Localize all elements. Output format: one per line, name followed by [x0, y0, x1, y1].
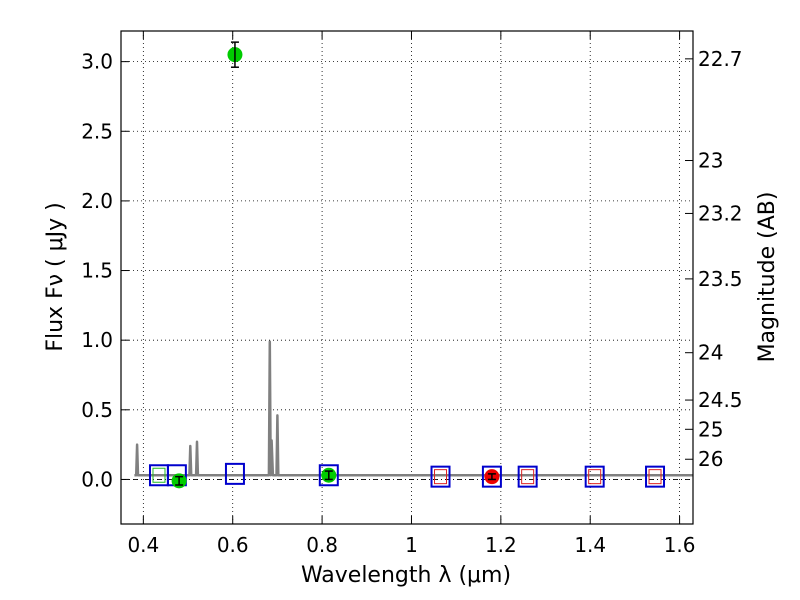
magnitude-tick-label: 24.5 [698, 388, 743, 412]
model-flux-square [481, 465, 502, 488]
magnitude-tick-label: 25 [698, 417, 723, 441]
x-tick-label: 1.6 [664, 533, 696, 557]
model-flux-square [517, 465, 538, 488]
spectrum-layer [121, 340, 693, 480]
y-tick-label: 1.0 [81, 328, 113, 352]
y-tick-label: 1.5 [81, 259, 113, 283]
bandpass-inner-square [152, 467, 166, 483]
tick-layer: 0.4 0.6 0.8 1 1.2 1.4 1.6 0.0 0.5 1.0 1.5 2.0 2.5 3.0… [81, 31, 743, 557]
magnitude-tick-label: 23.2 [698, 201, 743, 225]
template-spectrum-line [134, 340, 693, 477]
right-axis-title: Magnitude (AB) [755, 192, 780, 363]
bandpass-inner-square [521, 469, 535, 485]
magnitude-tick-label: 24 [698, 341, 723, 365]
y-tick-label: 3.0 [81, 50, 113, 74]
plot-frame [120, 30, 694, 525]
y-tick-label: 2.5 [81, 119, 113, 143]
bandpass-inner-square [588, 469, 602, 485]
y-axis-title: Flux Fν ( μJy ) [43, 202, 68, 351]
x-tick-label: 1.4 [574, 533, 606, 557]
x-axis-title: Wavelength λ (μm) [301, 563, 511, 588]
magnitude-tick-label: 23.5 [698, 267, 743, 291]
magnitude-tick-label: 22.7 [698, 47, 743, 71]
y-tick-label: 0.5 [81, 398, 113, 422]
x-tick-label: 1 [405, 533, 418, 557]
y-tick-label: 2.0 [81, 189, 113, 213]
model-flux-square [584, 465, 605, 488]
x-tick-label: 0.4 [127, 533, 159, 557]
bandpass-inner-square [648, 469, 662, 485]
model-flux-square [430, 465, 451, 488]
bandpass-inner-square [434, 469, 448, 485]
x-tick-label: 0.8 [306, 533, 338, 557]
model-flux-square [645, 465, 666, 488]
x-tick-label: 0.6 [217, 533, 249, 557]
model-flux-square [224, 462, 245, 485]
y-tick-label: 0.0 [81, 467, 113, 491]
grid [121, 31, 693, 524]
marker-layer [148, 41, 666, 489]
magnitude-tick-label: 23 [698, 149, 723, 173]
magnitude-tick-label: 26 [698, 447, 723, 471]
x-tick-label: 1.2 [485, 533, 517, 557]
model-flux-square [318, 464, 339, 487]
